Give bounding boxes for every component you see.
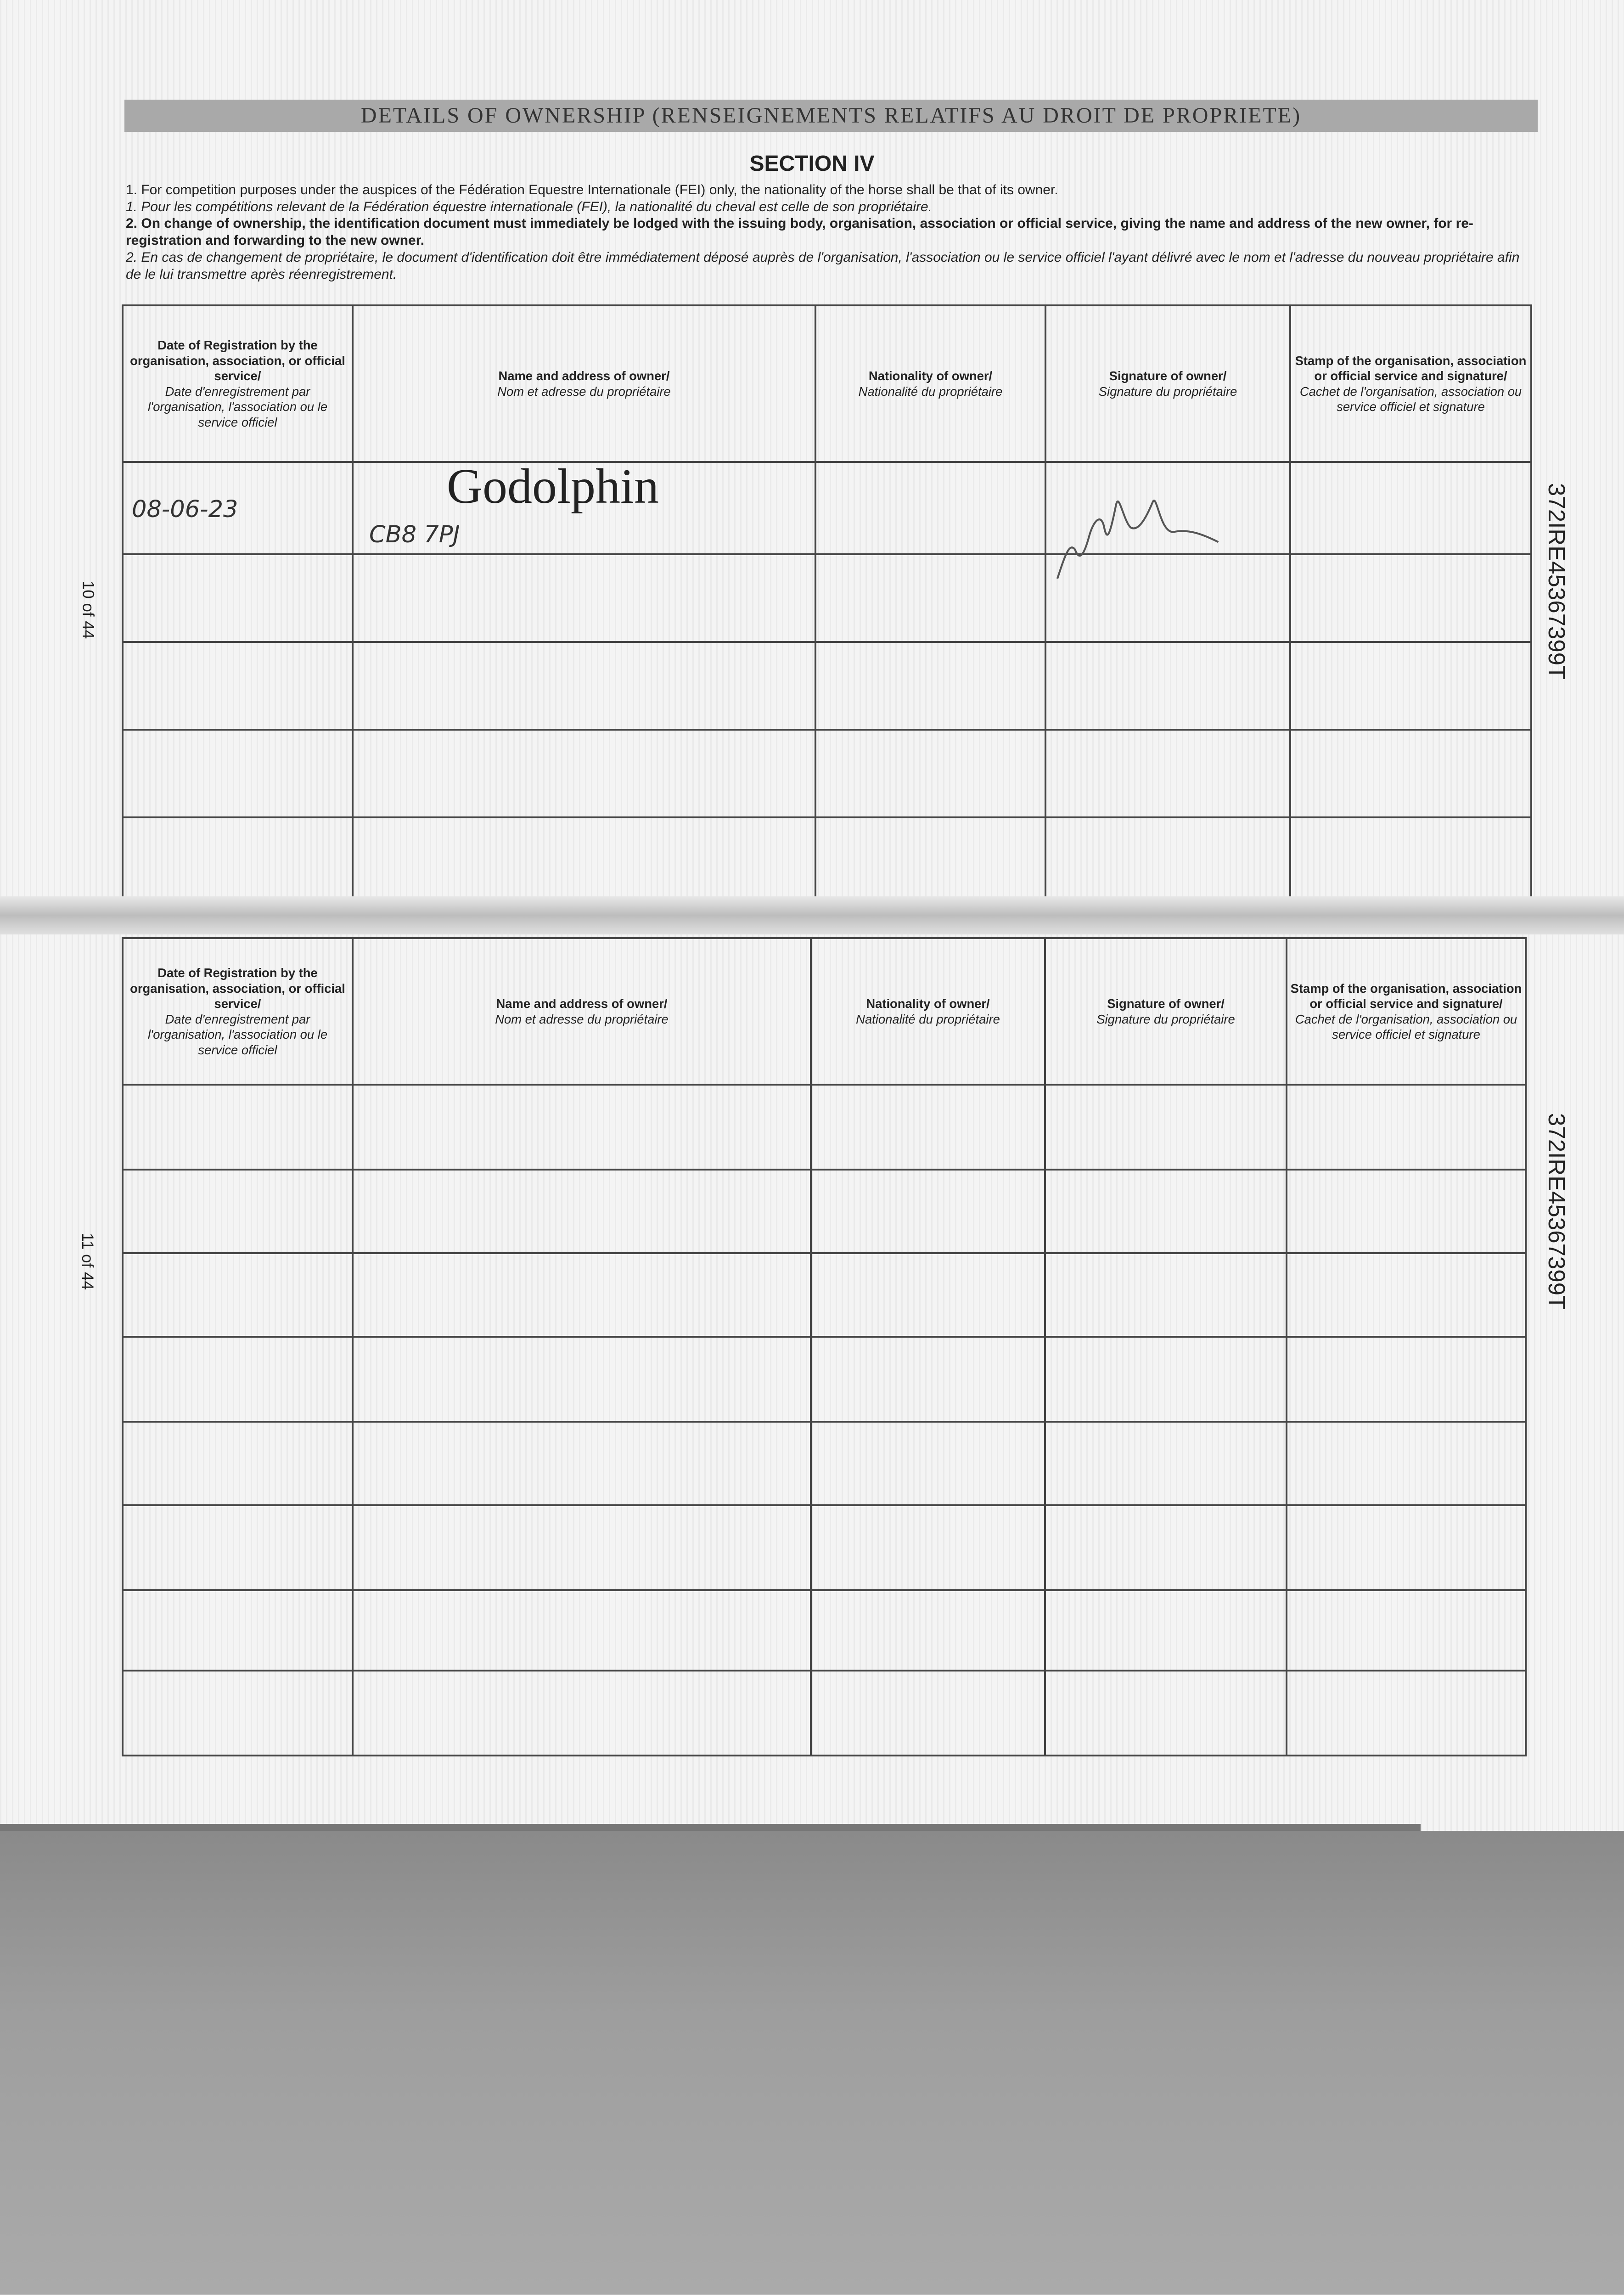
table-row xyxy=(122,1169,1527,1254)
col-date-header: Date of Registration by the organisation… xyxy=(122,937,354,1086)
ownership-table-2: Date of Registration by the organisation… xyxy=(122,937,1527,1756)
col-nationality-header: Nationality of owner/Nationalité du prop… xyxy=(810,937,1046,1086)
notes: 1. For competition purposes under the au… xyxy=(126,182,1532,283)
note-1-en: 1. For competition purposes under the au… xyxy=(126,182,1058,197)
scanner-background xyxy=(0,1831,1624,2295)
col-stamp-header: Stamp of the organisation, association o… xyxy=(1289,304,1532,463)
header-row: Date of Registration by the organisation… xyxy=(122,937,1527,1086)
ownership-table-1: Date of Registration by the organisation… xyxy=(122,304,1532,909)
table-row xyxy=(122,641,1532,731)
table-row xyxy=(122,1504,1527,1591)
col-nationality-header: Nationality of owner/Nationalité du prop… xyxy=(815,304,1046,463)
page-number-11: 11 of 44 xyxy=(78,1233,96,1290)
document-ref-top: 372IRE45367399T xyxy=(1544,483,1570,680)
table-row xyxy=(122,553,1532,643)
col-signature-header: Signature of owner/Signature du propriét… xyxy=(1045,304,1291,463)
note-2-fr: 2. En cas de changement de propriétaire,… xyxy=(126,249,1520,282)
table-row xyxy=(122,461,1532,555)
table-row xyxy=(122,729,1532,818)
document-ref-bottom: 372IRE45367399T xyxy=(1544,1113,1570,1310)
note-2-en: 2. On change of ownership, the identific… xyxy=(126,216,1473,248)
section-title: SECTION IV xyxy=(749,152,875,176)
table-row xyxy=(122,1421,1527,1506)
banner-title: DETAILS OF OWNERSHIP (RENSEIGNEMENTS REL… xyxy=(124,100,1538,132)
header-row: Date of Registration by the organisation… xyxy=(122,304,1532,463)
page-number-10: 10 of 44 xyxy=(79,580,97,639)
col-name-header: Name and address of owner/Nom et adresse… xyxy=(352,937,812,1086)
owner-signature xyxy=(1056,500,1219,579)
table-row xyxy=(122,1589,1527,1671)
note-1-fr: 1. Pour les compétitions relevant de la … xyxy=(126,199,932,214)
entry-date: 08-06-23 xyxy=(132,496,238,523)
entry-postcode: CB8 7PJ xyxy=(369,521,460,548)
col-stamp-header: Stamp of the organisation, association o… xyxy=(1286,937,1527,1086)
table-row xyxy=(122,1336,1527,1423)
entry-owner-stamp: Godolphin xyxy=(447,459,659,514)
col-signature-header: Signature of owner/Signature du propriét… xyxy=(1044,937,1287,1086)
col-name-header: Name and address of owner/Nom et adresse… xyxy=(352,304,816,463)
table-row xyxy=(122,1252,1527,1338)
table-row xyxy=(122,1084,1527,1171)
table-row xyxy=(122,816,1532,909)
page-fold xyxy=(0,896,1624,934)
table-row xyxy=(122,1670,1527,1756)
col-date-header: Date of Registration by the organisation… xyxy=(122,304,354,463)
